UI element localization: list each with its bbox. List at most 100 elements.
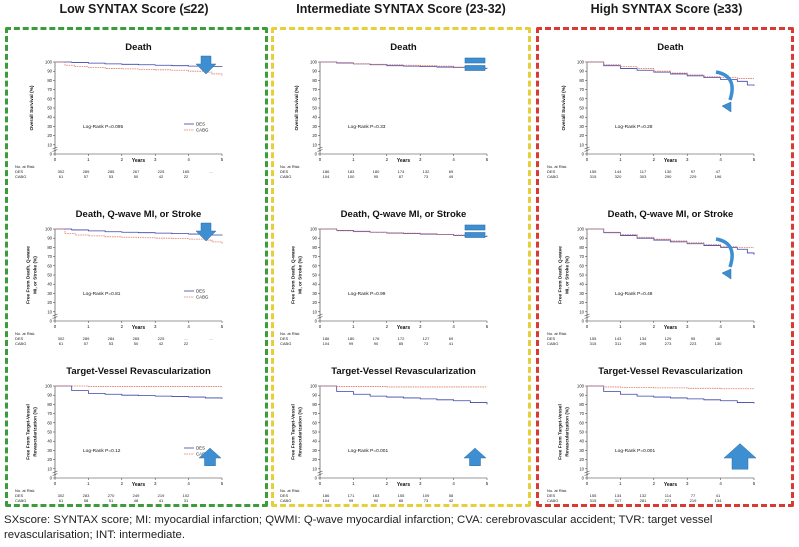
y-tick-label: 80 [312,78,317,83]
y-tick-label: 80 [312,402,317,407]
risk-value: 50 [134,174,139,179]
y-axis-label: MI, or Stroke (%) [298,256,304,294]
risk-value: 134 [615,493,622,498]
x-tick-label: 0 [54,157,57,162]
y-tick-label: 90 [312,69,317,74]
equal-sign-icon [464,224,486,231]
risk-value: 265 [133,336,140,341]
footer-abbreviations: SXscore: SYNTAX score; MI: myocardial in… [4,514,713,541]
y-tick-label: 40 [47,115,52,120]
logrank-label: Log-Rank P=0.48 [615,291,653,297]
y-tick-label: 60 [579,263,584,268]
chart-high-composite: Death, Q-wave MI, or Stroke Free From Dea… [547,209,756,346]
risk-value: 180 [373,169,380,174]
y-axis-label: Revascularization (%) [565,407,571,457]
risk-value: 225 [158,336,165,341]
x-axis-label: Years [397,482,411,488]
x-axis-label: Years [664,325,678,331]
y-tick-label: 40 [312,115,317,120]
axis-break-mark [317,313,323,319]
risk-value: 134 [640,336,647,341]
chart-title: Death, Q-wave MI, or Stroke [341,209,467,220]
y-tick-label: 20 [579,133,584,138]
chart-title: Target-Vessel Revascularization [598,366,743,377]
y-axis-label: Overall Survival (%) [29,85,35,130]
arrow-up-icon [463,447,487,466]
y-tick-label: 10 [579,309,584,314]
risk-value: 186 [323,336,330,341]
risk-row-label-cabg: CABG [15,341,26,346]
y-tick-label: 60 [47,96,52,101]
y-tick-label: 50 [579,430,584,435]
chart-low-composite: Death, Q-wave MI, or Stroke Free From Dea… [15,209,224,346]
risk-value: 315 [590,341,597,346]
risk-value: 132 [640,493,647,498]
risk-value: 320 [615,174,622,179]
y-tick-label: 50 [47,430,52,435]
x-tick-label: 4 [719,157,722,162]
x-tick-label: 5 [753,324,756,329]
y-tick-label: 50 [312,430,317,435]
curved-arrow-head-icon [721,268,732,280]
x-tick-label: 2 [121,481,124,486]
y-tick-label: 60 [312,263,317,268]
risk-value: 273 [665,341,672,346]
risk-value: 155 [590,493,597,498]
risk-value: 281 [640,498,647,503]
y-tick-label: 100 [577,227,585,232]
risk-row-label-des: DES [547,493,556,498]
y-axis-label: Revascularization (%) [33,407,39,457]
risk-row-label-cabg: CABG [280,341,291,346]
y-tick-label: 70 [312,254,317,259]
risk-value: 69 [449,169,454,174]
y-tick-label: 70 [47,87,52,92]
risk-value: 53 [109,174,114,179]
y-tick-label: 10 [47,142,52,147]
panel-intermediate [271,27,531,507]
y-tick-label: 30 [312,124,317,129]
y-tick-label: 0 [315,152,318,157]
risk-value: 165 [183,169,190,174]
risk-value: 302 [58,336,65,341]
y-axis-label: MI, or Stroke (%) [33,256,39,294]
risk-value: 46 [716,336,721,341]
y-tick-label: 100 [310,384,318,389]
y-tick-label: 40 [579,439,584,444]
risk-value: 69 [449,336,454,341]
logrank-label: Log-Rank P=0.99 [348,291,386,297]
panel-high [536,27,794,507]
x-tick-label: 3 [686,481,689,486]
risk-value: 290 [665,174,672,179]
series-line-cabg [587,385,754,390]
risk-row-label-cabg: CABG [15,174,26,179]
y-tick-label: 20 [312,457,317,462]
chart-int-tvr: Target-Vessel Revascularization Free From… [280,366,489,503]
y-tick-label: 50 [47,273,52,278]
risk-value: 41 [716,493,721,498]
y-tick-label: 0 [50,319,53,324]
y-tick-label: 10 [47,466,52,471]
risk-row-label-des: DES [280,493,289,498]
x-tick-label: 0 [586,324,589,329]
risk-value: 270 [108,493,115,498]
risk-value: 22 [184,174,189,179]
y-tick-label: 40 [47,282,52,287]
risk-value: 57 [84,341,89,346]
risk-value: 50 [134,341,139,346]
risk-value: 61 [59,174,64,179]
y-axis-label: Revascularization (%) [298,407,304,457]
y-tick-label: 80 [579,402,584,407]
risk-value: 42 [449,498,454,503]
x-axis-label: Years [132,482,146,488]
risk-value: 95 [374,174,379,179]
y-tick-label: 50 [47,106,52,111]
x-tick-label: 5 [486,481,489,486]
risk-row-label-cabg: CABG [280,498,291,503]
y-tick-label: 50 [312,273,317,278]
x-tick-label: 3 [154,324,157,329]
risk-header: No. at Risk [15,488,35,493]
risk-value: 41 [449,341,454,346]
risk-value: 271 [665,498,672,503]
x-tick-label: 5 [221,324,224,329]
